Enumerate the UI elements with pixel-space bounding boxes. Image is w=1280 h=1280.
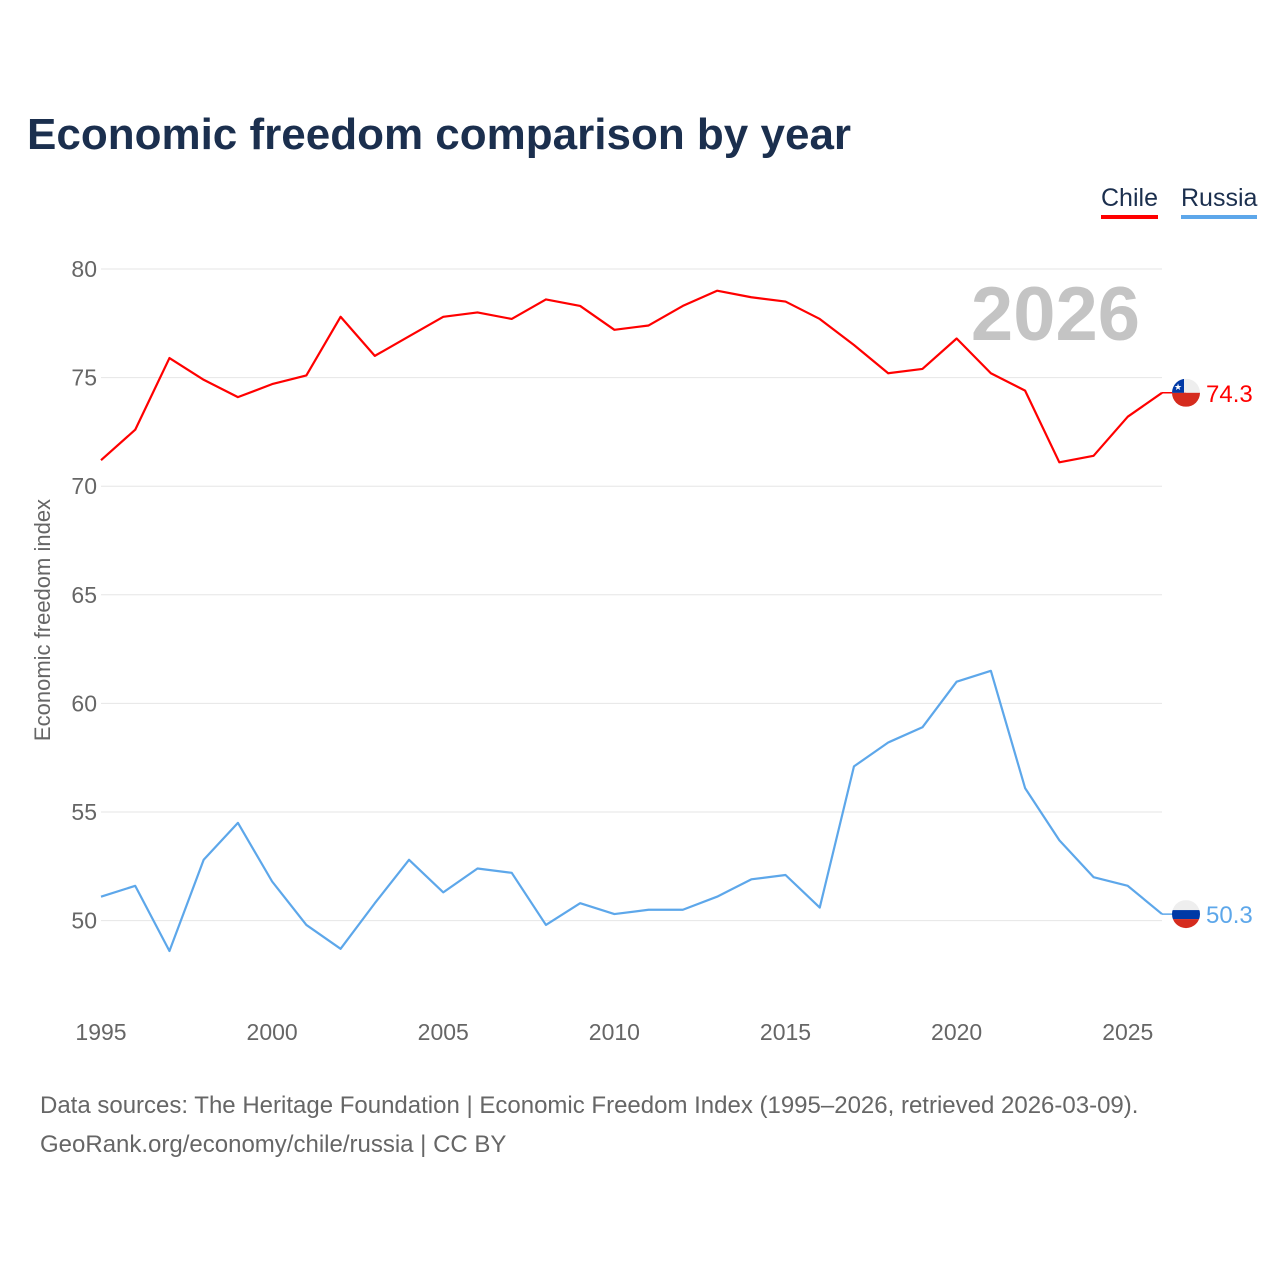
series-line-chile (100, 289, 1163, 464)
legend-chile[interactable]: Chile (1101, 184, 1158, 219)
legend-russia[interactable]: Russia (1181, 184, 1258, 219)
chile-flag-icon: ★ (1172, 378, 1200, 407)
footer-link[interactable]: GeoRank.org/economy/chile/russia | CC BY (40, 1131, 507, 1158)
x-tick-label: 2000 (247, 1019, 298, 1045)
footer-sources: Data sources: The Heritage Foundation | … (40, 1092, 1139, 1119)
footer: Data sources: The Heritage Foundation | … (40, 1086, 1138, 1164)
end-value-label-russia: 50.3 (1206, 902, 1253, 929)
series-line-russia (100, 669, 1163, 953)
svg-text:★: ★ (1174, 382, 1182, 392)
year-watermark: 2026 (971, 272, 1140, 357)
y-tick-label: 60 (71, 690, 97, 716)
y-tick-label: 70 (71, 473, 97, 499)
end-value-label-chile: 74.3 (1206, 381, 1253, 408)
y-tick-label: 50 (71, 908, 97, 934)
x-tick-label: 2010 (589, 1019, 640, 1045)
x-tick-label: 2025 (1102, 1019, 1153, 1045)
chart-title: Economic freedom comparison by year (27, 110, 852, 159)
x-tick-label: 2015 (760, 1019, 811, 1045)
x-tick-label: 2005 (418, 1019, 469, 1045)
russia-flag-icon (1172, 900, 1200, 929)
x-tick-label: 2020 (931, 1019, 982, 1045)
y-axis-label: Economic freedom index (30, 499, 55, 741)
x-tick-label: 1995 (75, 1019, 126, 1045)
y-tick-label: 55 (71, 799, 97, 825)
y-tick-label: 65 (71, 582, 97, 608)
y-tick-label: 75 (71, 365, 97, 391)
y-tick-label: 80 (71, 256, 97, 282)
